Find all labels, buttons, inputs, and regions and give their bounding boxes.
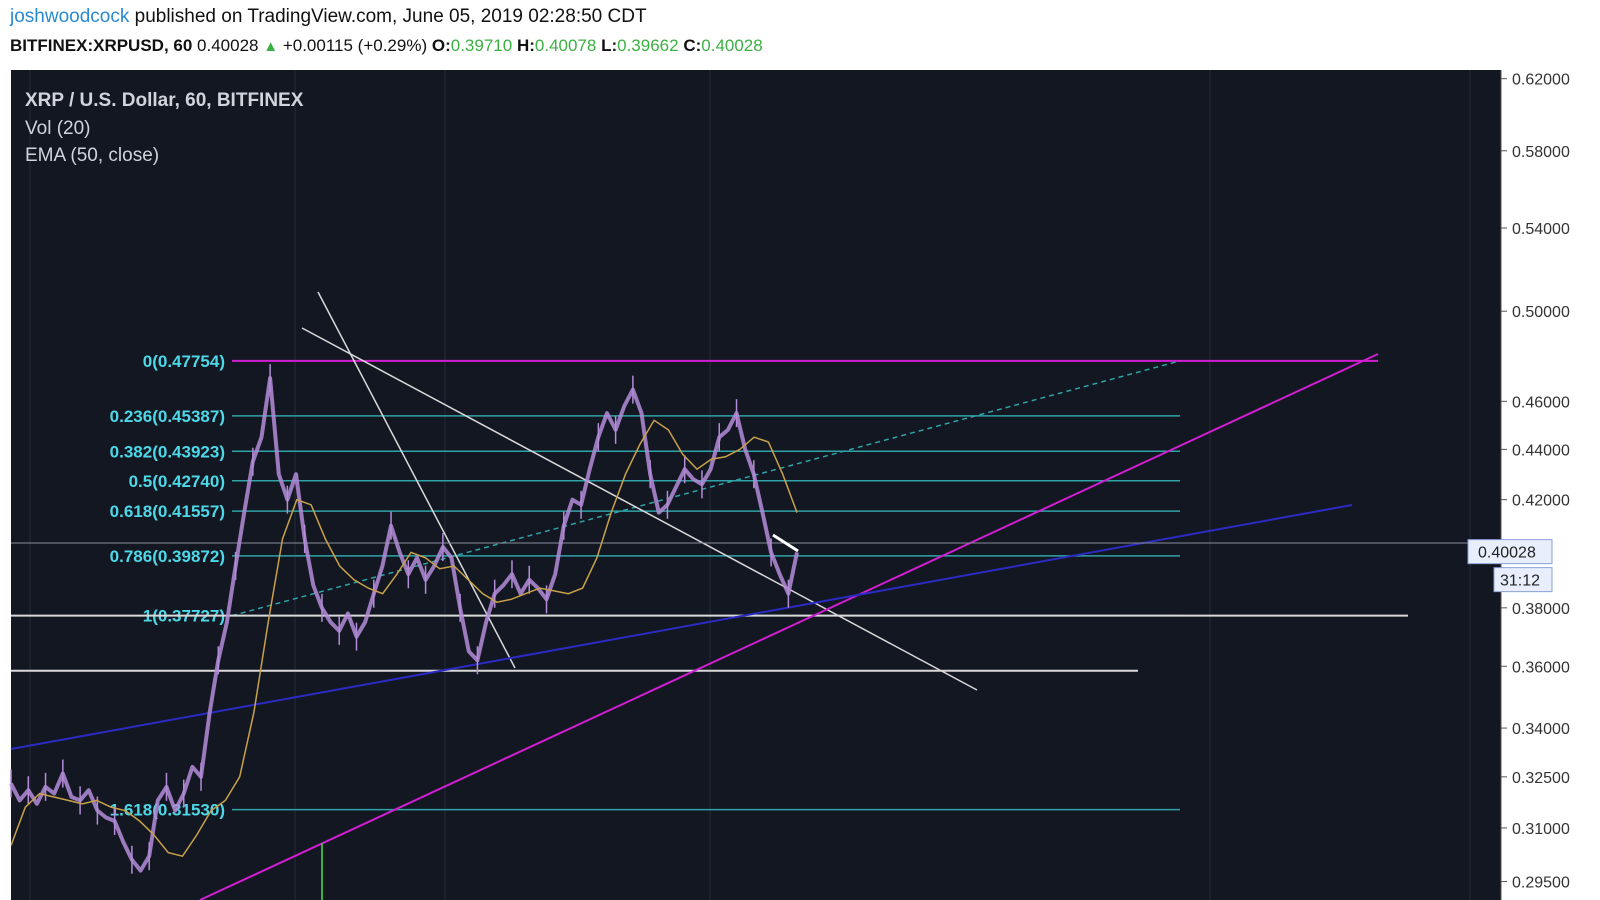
- published-text: published on TradingView.com, June 05, 2…: [134, 6, 647, 27]
- price-axis-ticks: 0.62000 0.58000 0.54000 0.50000 0.46000 0.440…: [1501, 72, 1570, 892]
- tick-label: 0.44000: [1512, 442, 1570, 459]
- up-arrow-icon: ▲: [263, 38, 279, 55]
- tick-label: 0.62000: [1512, 72, 1570, 89]
- price-axis: [1501, 70, 1600, 900]
- symbol-label: BITFINEX:XRPUSD, 60: [10, 36, 193, 55]
- low-value: 0.39662: [617, 36, 679, 55]
- fib-trend-dotted: [231, 360, 1181, 617]
- descending-trendline: [301, 327, 978, 691]
- tick-label: 0.38000: [1512, 601, 1570, 618]
- fib-level-label: 0.5(0.42740): [129, 472, 225, 491]
- fib-level-label: 0.236(0.45387): [110, 407, 225, 426]
- tick-label: 0.54000: [1512, 221, 1570, 238]
- fib-level-label: 1.618(0.31530): [110, 801, 225, 820]
- countdown-box: [1493, 567, 1553, 593]
- descending-trendline: [317, 291, 516, 669]
- open-value: 0.39710: [450, 36, 513, 55]
- legend-volume: Vol (20): [25, 118, 90, 139]
- tick-label: 0.50000: [1512, 304, 1570, 321]
- open-label: O:: [431, 36, 451, 55]
- blue-trendline: [10, 504, 1353, 750]
- ohlc-bar: BITFINEX:XRPUSD, 60 0.40028 ▲ +0.00115 (…: [10, 36, 763, 56]
- price-badge: 0.40028 31:12: [1467, 539, 1553, 593]
- tick-label: 0.58000: [1512, 144, 1570, 161]
- tick-label: 0.36000: [1512, 659, 1570, 676]
- low-label: L:: [601, 36, 618, 55]
- price-series: [9, 364, 799, 900]
- last-price: 0.40028: [197, 36, 259, 55]
- fib-level-label: 0.786(0.39872): [110, 547, 225, 566]
- countdown-value: 31:12: [1500, 573, 1540, 590]
- chart-legend: XRP / U.S. Dollar, 60, BITFINEX Vol (20)…: [25, 90, 304, 166]
- trend-lines[interactable]: [10, 291, 1501, 900]
- fib-level-label: 0(0.47754): [143, 352, 225, 371]
- tick-label: 0.29500: [1512, 875, 1570, 892]
- ascending-trendline: [199, 353, 1379, 900]
- price-badge-value: 0.40028: [1478, 545, 1536, 562]
- price-badge-box: [1467, 539, 1553, 565]
- fib-level-label: 0.382(0.43923): [110, 442, 225, 461]
- ema-line: [10, 419, 798, 858]
- vertical-grid: [29, 70, 1471, 900]
- tick-label: 0.46000: [1512, 394, 1570, 411]
- publish-info: joshwoodcock published on TradingView.co…: [10, 6, 647, 28]
- fib-level-label: 0.618(0.41557): [110, 502, 225, 521]
- author-link[interactable]: joshwoodcock: [10, 6, 130, 27]
- close-value: 0.40028: [701, 36, 763, 55]
- tick-label: 0.31000: [1512, 821, 1570, 838]
- tick-label: 0.32500: [1512, 770, 1570, 787]
- price-change: +0.00115 (+0.29%): [282, 36, 428, 55]
- close-label: C:: [683, 36, 702, 55]
- tick-label: 0.42000: [1512, 493, 1570, 510]
- high-value: 0.40078: [534, 36, 597, 55]
- legend-title: XRP / U.S. Dollar, 60, BITFINEX: [25, 90, 304, 111]
- highlight-segment: [772, 533, 799, 553]
- tick-label: 0.34000: [1512, 721, 1570, 738]
- high-label: H:: [516, 36, 535, 55]
- legend-ema: EMA (50, close): [25, 145, 159, 166]
